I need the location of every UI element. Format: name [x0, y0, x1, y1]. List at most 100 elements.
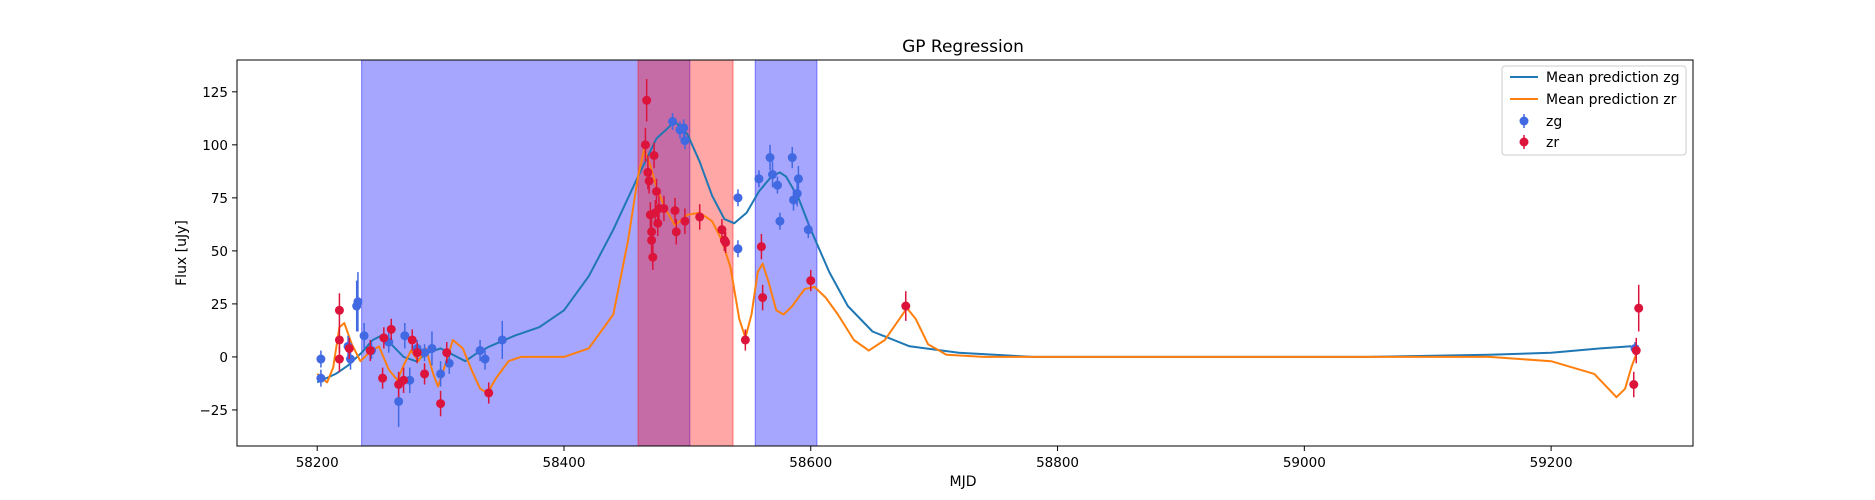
point-zg-14 [427, 343, 437, 353]
legend-box [1501, 65, 1687, 156]
shaded-region-0 [361, 59, 691, 447]
chart-title: GP Regression [902, 37, 1024, 57]
axes-background [237, 60, 1693, 446]
y-axis-ticks: −25 0 25 50 75 100 125 [200, 85, 237, 419]
point-zr-31 [671, 227, 681, 237]
point-zg-6 [359, 331, 369, 341]
point-zr-16 [640, 140, 650, 150]
point-zr-27 [653, 218, 663, 228]
point-zr-1 [334, 335, 344, 345]
point-zr-17 [642, 95, 652, 105]
shaded-region-2 [754, 59, 818, 447]
point-zg-5 [353, 297, 363, 307]
point-zr-6 [379, 333, 389, 343]
point-zr-44 [1634, 303, 1644, 313]
point-zr-41 [901, 301, 911, 311]
shaded-regions [361, 59, 818, 447]
point-zg-13 [420, 348, 430, 358]
y-tick-label-0: 0 [219, 350, 228, 366]
x-tick-label-58800: 58800 [1036, 455, 1079, 471]
y-tick-label-50: 50 [211, 244, 228, 260]
y-tick-label-25: 25 [211, 297, 228, 313]
point-zg-34 [792, 189, 802, 199]
point-zg-0 [316, 373, 326, 383]
point-zr-10 [407, 335, 417, 345]
point-zg-35 [803, 225, 813, 235]
point-zg-20 [668, 117, 678, 127]
point-zr-19 [644, 176, 654, 186]
point-zr-5 [378, 373, 388, 383]
point-zr-11 [412, 348, 422, 358]
legend-label-zg: zg [1546, 114, 1562, 130]
y-tick-label-125: 125 [202, 85, 228, 101]
point-zr-33 [695, 212, 705, 222]
x-axis-label: MJD [950, 474, 977, 490]
point-zr-0 [334, 305, 344, 315]
point-zr-42 [1629, 379, 1639, 389]
point-zg-18 [480, 354, 490, 364]
point-zr-29 [659, 203, 669, 213]
point-zr-40 [806, 276, 816, 286]
legend-marker-zg [1519, 116, 1529, 126]
x-tick-label-58600: 58600 [789, 455, 832, 471]
y-tick-label--25: −25 [200, 403, 229, 419]
x-tick-label-58400: 58400 [543, 455, 586, 471]
point-zg-19 [497, 335, 507, 345]
point-zr-43 [1631, 346, 1641, 356]
point-zr-15 [484, 388, 494, 398]
prediction-line-zr [316, 148, 1639, 399]
point-zg-24 [733, 193, 743, 203]
point-zg-27 [765, 153, 775, 163]
point-zg-11 [405, 375, 415, 385]
y-tick-label-100: 100 [202, 138, 228, 154]
point-zr-36 [721, 237, 731, 247]
point-zr-32 [680, 216, 690, 226]
x-tick-label-59200: 59200 [1530, 455, 1573, 471]
point-zr-22 [647, 235, 657, 245]
point-zg-10 [400, 331, 410, 341]
point-zr-2 [334, 354, 344, 364]
point-zr-4 [365, 346, 375, 356]
point-zg-17 [475, 346, 485, 356]
point-zr-18 [643, 167, 653, 177]
legend: Mean prediction zg Mean prediction zr zg… [1501, 65, 1687, 156]
point-zg-30 [775, 216, 785, 226]
point-zr-3 [344, 343, 354, 353]
axes-frame [236, 59, 1694, 447]
x-tick-label-58200: 58200 [296, 455, 339, 471]
data-points [316, 79, 1644, 427]
point-zr-30 [670, 206, 680, 216]
x-tick-label-59000: 59000 [1283, 455, 1326, 471]
point-zr-38 [756, 242, 766, 252]
prediction-line-zg [316, 120, 1632, 384]
point-zg-31 [787, 153, 797, 163]
legend-label-line-zg: Mean prediction zg [1546, 70, 1680, 86]
point-zg-23 [680, 136, 690, 146]
legend-label-zr: zr [1546, 135, 1559, 151]
point-zg-33 [793, 174, 803, 184]
y-tick-label-75: 75 [211, 191, 228, 207]
point-zr-12 [420, 369, 430, 379]
prediction-lines [316, 120, 1639, 399]
plot-area [236, 59, 1694, 447]
point-zr-26 [652, 186, 662, 196]
point-zr-24 [649, 150, 659, 160]
point-zg-3 [346, 354, 356, 364]
point-zg-22 [679, 123, 689, 133]
point-zg-28 [768, 170, 778, 180]
point-zr-23 [648, 252, 658, 262]
legend-label-line-zr: Mean prediction zr [1546, 92, 1677, 108]
point-zg-1 [316, 354, 326, 364]
point-zg-9 [394, 396, 404, 406]
legend-marker-zr [1519, 137, 1529, 147]
y-axis-label: Flux [uJy] [174, 220, 190, 286]
point-zg-15 [436, 369, 446, 379]
point-zr-9 [399, 375, 409, 385]
point-zr-14 [442, 348, 452, 358]
point-zr-7 [386, 324, 396, 334]
point-zg-29 [772, 180, 782, 190]
point-zr-39 [758, 293, 768, 303]
point-zg-26 [754, 174, 764, 184]
point-zr-13 [436, 399, 446, 409]
